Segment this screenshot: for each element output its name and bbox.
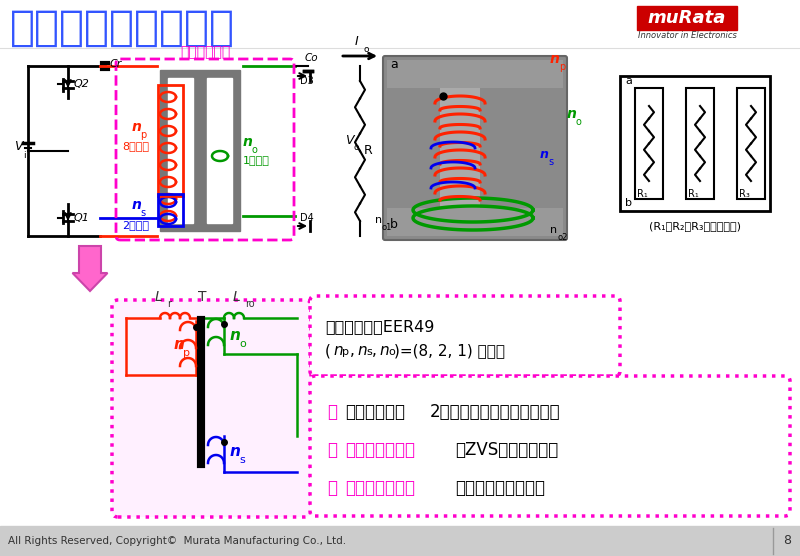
Text: を電流平滑に利用。: を電流平滑に利用。 [455, 479, 545, 497]
Text: o: o [251, 145, 257, 155]
Text: s: s [366, 347, 372, 357]
Text: n: n [243, 135, 253, 149]
Text: n: n [379, 343, 389, 358]
Text: n: n [230, 328, 241, 343]
Bar [440, 63, 480, 233]
Text: p: p [559, 62, 566, 72]
Bar [158, 194, 183, 226]
Text: L: L [155, 290, 162, 304]
Text: Q2: Q2 [74, 79, 90, 89]
Text: D4: D4 [300, 213, 314, 223]
Bar [168, 78, 193, 223]
Text: 一次側漏れ磁束: 一次側漏れ磁束 [345, 441, 415, 459]
Text: n: n [132, 120, 142, 134]
Text: ,: , [372, 343, 377, 358]
Text: o: o [239, 339, 246, 349]
Text: a: a [625, 76, 632, 86]
Text: 2つの二次巻線を直列接続。: 2つの二次巻線を直列接続。 [430, 403, 561, 421]
Text: 複合トランス: 複合トランス [180, 45, 230, 59]
FancyBboxPatch shape [387, 208, 563, 236]
Text: R₁: R₁ [688, 189, 698, 199]
Text: b: b [390, 218, 398, 231]
Text: 極性の異なる: 極性の異なる [345, 403, 405, 421]
Text: n: n [550, 52, 560, 66]
Text: ・: ・ [327, 441, 337, 459]
Text: s: s [548, 157, 553, 167]
Text: n: n [540, 148, 549, 161]
FancyArrow shape [73, 246, 107, 291]
Text: o: o [388, 347, 394, 357]
Text: ,: , [350, 343, 355, 358]
Bar [637, 6, 737, 30]
Text: 8: 8 [783, 534, 791, 548]
Text: a: a [390, 58, 398, 71]
Text: n: n [375, 215, 382, 225]
Text: R₃: R₃ [739, 189, 750, 199]
Bar [0, 526, 800, 556]
Text: confidential: confidential [640, 6, 714, 19]
Bar [158, 85, 183, 196]
Text: D3: D3 [300, 76, 314, 86]
Text: n: n [230, 444, 241, 459]
Text: Cr: Cr [110, 59, 122, 69]
Text: o: o [575, 117, 581, 127]
Text: o2: o2 [558, 233, 568, 242]
Text: 2ターン: 2ターン [122, 220, 149, 230]
Bar [620, 76, 770, 211]
Text: s: s [239, 455, 245, 465]
Text: 複合トランスモデル: 複合トランスモデル [10, 7, 235, 49]
Text: b: b [625, 198, 632, 208]
FancyBboxPatch shape [383, 56, 567, 240]
Text: R₁: R₁ [637, 189, 648, 199]
Text: n: n [333, 343, 342, 358]
Text: p: p [342, 347, 349, 357]
Text: p: p [140, 130, 146, 140]
Text: i: i [23, 151, 26, 161]
Text: o1: o1 [381, 223, 391, 232]
Text: )=(8, 2, 1) ターン: )=(8, 2, 1) ターン [394, 343, 505, 358]
Text: L: L [233, 290, 241, 304]
Text: 1ターン: 1ターン [243, 155, 270, 165]
Text: I: I [355, 35, 358, 48]
Bar [160, 70, 240, 231]
FancyBboxPatch shape [310, 376, 790, 516]
Text: s: s [140, 208, 145, 218]
Text: R: R [364, 145, 373, 157]
Text: ro: ro [245, 299, 254, 309]
Text: n: n [550, 225, 557, 235]
Text: n: n [174, 337, 185, 352]
Text: n: n [567, 107, 577, 121]
Bar [686, 88, 714, 199]
FancyBboxPatch shape [112, 300, 311, 517]
Text: ・: ・ [327, 479, 337, 497]
FancyBboxPatch shape [310, 296, 620, 376]
Text: ・: ・ [327, 403, 337, 421]
Bar [635, 88, 663, 199]
Text: (R₁，R₂，R₃：磁気抵抗): (R₁，R₂，R₃：磁気抵抗) [649, 221, 741, 231]
Text: o: o [364, 45, 370, 54]
Text: n: n [357, 343, 366, 358]
Text: T: T [198, 290, 206, 304]
Text: 8ターン: 8ターン [122, 141, 149, 151]
Text: Innovator in Electronics: Innovator in Electronics [638, 31, 737, 39]
Text: をZVS動作に利用。: をZVS動作に利用。 [455, 441, 558, 459]
Text: V: V [14, 140, 22, 152]
Text: muRata: muRata [648, 9, 726, 27]
Text: o: o [354, 142, 359, 151]
Text: コアサイズ：EER49: コアサイズ：EER49 [325, 319, 434, 334]
Text: V: V [345, 135, 354, 147]
FancyBboxPatch shape [387, 60, 563, 88]
Text: 二次側漏れ磁束: 二次側漏れ磁束 [345, 479, 415, 497]
Text: (: ( [325, 343, 331, 358]
Bar [207, 78, 232, 223]
Bar [737, 88, 765, 199]
Text: All Rights Reserved, Copyright©  Murata Manufacturing Co., Ltd.: All Rights Reserved, Copyright© Murata M… [8, 536, 346, 546]
Text: n: n [132, 198, 142, 212]
Text: p: p [183, 348, 190, 358]
Text: Co: Co [305, 53, 318, 63]
Text: r: r [167, 299, 171, 309]
Text: Q1: Q1 [74, 213, 90, 223]
